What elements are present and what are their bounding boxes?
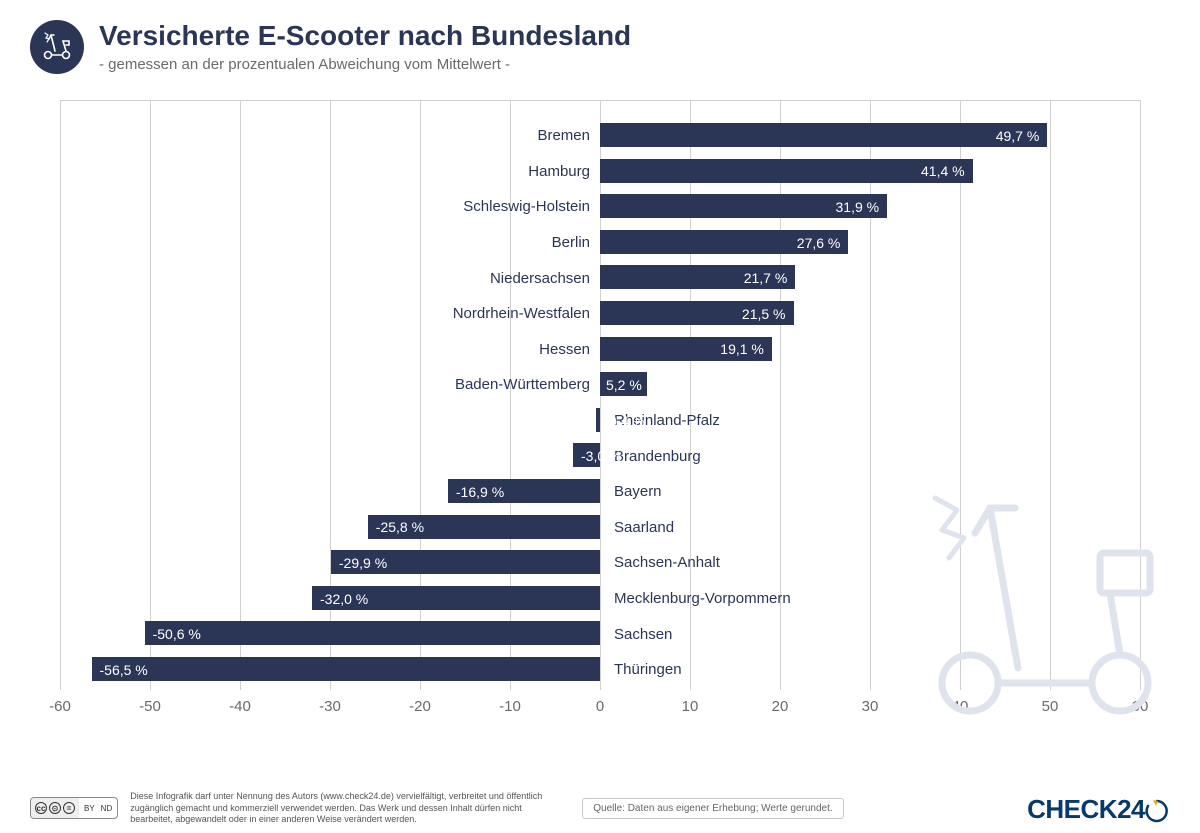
category-label: Bayern [614,474,662,510]
bar-row: Hessen 19,1 % [60,332,1140,368]
x-axis-tick-label: -10 [499,698,521,715]
bar-row: Niedersachsen 21,7 % [60,260,1140,296]
bar-row: Berlin 27,6 % [60,225,1140,261]
category-label: Saarland [614,510,674,546]
brand-arrow-icon [1144,797,1170,823]
brand-text: CHECK24 [1027,794,1145,825]
value-label: 21,5 % [742,296,786,332]
category-label: Nordrhein-Westfalen [453,296,590,332]
bar [92,657,601,681]
value-label: -29,9 % [339,545,387,581]
bar-row: Brandenburg-3,0 % [60,438,1140,474]
value-label: -16,9 % [456,474,504,510]
bar [596,408,600,432]
bar [600,123,1047,147]
value-label: 41,4 % [921,154,965,190]
value-label: -56,5 % [100,652,148,688]
cc-nd-label: ND [101,804,113,813]
value-label: -0,4 % [604,403,644,439]
brand-logo: CHECK24 [1027,794,1170,825]
background-scooter-icon [915,483,1175,743]
category-label: Bremen [537,118,590,154]
category-label: Schleswig-Holstein [463,189,590,225]
value-label: 19,1 % [720,332,764,368]
value-label: -25,8 % [376,510,424,546]
chart-footer: cc⊙= BY ND Diese Infografik darf unter N… [30,791,1170,825]
chart-title: Versicherte E-Scooter nach Bundesland [99,20,631,52]
bar-row: Nordrhein-Westfalen 21,5 % [60,296,1140,332]
value-label: 31,9 % [836,189,880,225]
bar-row: Baden-Württemberg 5,2 % [60,367,1140,403]
x-axis-tick-label: -30 [319,698,341,715]
license-text: Diese Infografik darf unter Nennung des … [130,791,560,825]
bar-row: Hamburg 41,4 % [60,154,1140,190]
x-axis-tick-label: -20 [409,698,431,715]
category-label: Berlin [552,225,590,261]
bar [145,621,600,645]
x-axis-tick-label: 0 [596,698,604,715]
bar-row: Bremen 49,7 % [60,118,1140,154]
category-label: Hessen [539,332,590,368]
x-axis-tick-label: -50 [139,698,161,715]
x-axis-tick-label: 30 [862,698,879,715]
category-label: Brandenburg [614,438,701,474]
category-label: Baden-Württemberg [455,367,590,403]
category-label: Thüringen [614,652,682,688]
cc-license-badge: cc⊙= BY ND [30,797,118,819]
cc-by-label: BY [84,804,95,813]
bar [600,159,973,183]
category-label: Mecklenburg-Vorpommern [614,581,791,617]
category-label: Sachsen [614,616,672,652]
chart-subtitle: - gemessen an der prozentualen Abweichun… [99,56,631,73]
category-label: Hamburg [528,154,590,190]
bar-row: Schleswig-Holstein 31,9 % [60,189,1140,225]
category-label: Niedersachsen [490,260,590,296]
scooter-icon [30,20,84,74]
value-label: 5,2 % [606,367,642,403]
x-axis-tick-label: -60 [49,698,71,715]
value-label: 49,7 % [996,118,1040,154]
x-axis-tick-label: -40 [229,698,251,715]
value-label: 21,7 % [744,260,788,296]
bar-row: Rheinland-Pfalz-0,4 % [60,403,1140,439]
value-label: -32,0 % [320,581,368,617]
x-axis-tick-label: 20 [772,698,789,715]
value-label: 27,6 % [797,225,841,261]
chart-header: Versicherte E-Scooter nach Bundesland - … [0,0,1200,84]
value-label: -3,0 % [581,438,621,474]
source-text: Quelle: Daten aus eigener Erhebung; Wert… [582,798,843,819]
x-axis-tick-label: 10 [682,698,699,715]
category-label: Sachsen-Anhalt [614,545,720,581]
value-label: -50,6 % [153,616,201,652]
